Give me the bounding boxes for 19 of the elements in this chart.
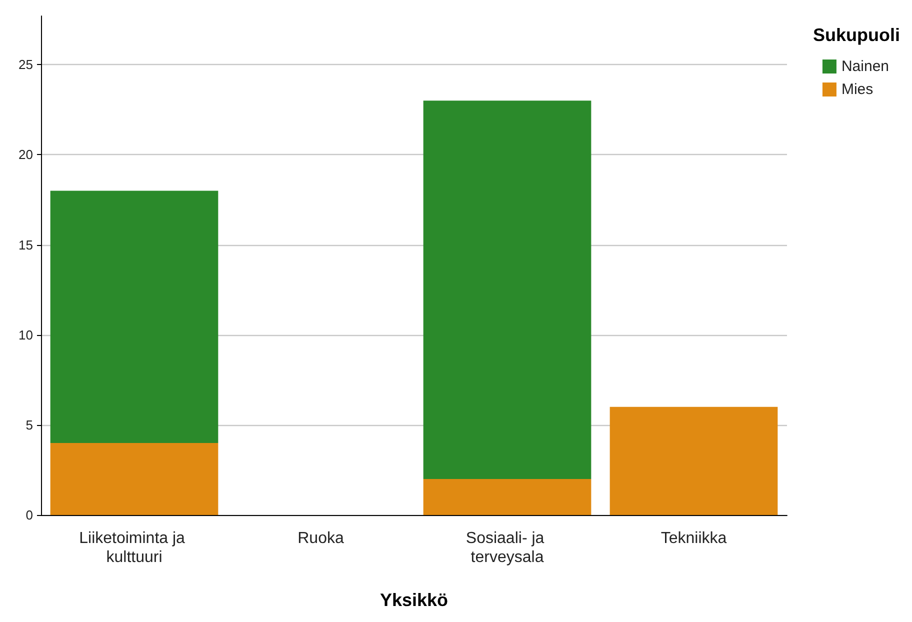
bar (50, 442, 218, 515)
legend-title: Sukupuoli (813, 25, 900, 45)
y-tick-label: 25 (18, 57, 33, 72)
y-tick-label: 5 (26, 417, 33, 432)
x-tick-label: Liiketoiminta ja kulttuuri (79, 530, 190, 566)
legend-label: Mies (841, 81, 874, 98)
y-tick-label: 20 (18, 147, 33, 162)
bar (423, 478, 592, 515)
bar (610, 406, 778, 515)
y-tick-label: 10 (18, 327, 33, 342)
bar (50, 190, 218, 443)
y-tick-label: 15 (18, 237, 33, 252)
y-tick-label: 0 (26, 508, 33, 522)
x-axis-title: Yksikkö (380, 590, 448, 610)
bar (423, 100, 592, 479)
x-tick-label: Tekniikka (660, 530, 727, 547)
legend-label: Nainen (841, 58, 890, 75)
x-tick-label: Sosiaali- ja terveysala (466, 530, 549, 566)
x-tick-label: Ruoka (298, 530, 344, 547)
